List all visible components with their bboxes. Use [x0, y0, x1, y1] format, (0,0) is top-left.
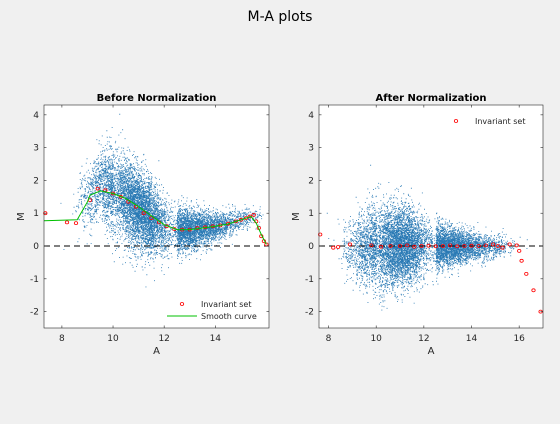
y-tick-label: 1: [308, 209, 314, 219]
invariant-point: [447, 243, 453, 248]
legend-label: Invariant set: [201, 300, 251, 309]
invariant-point: [369, 243, 374, 248]
axes-frame: [43, 104, 270, 329]
y-tick-label: 3: [308, 144, 314, 154]
invariant-point: [388, 244, 393, 248]
x-tick-label: 8: [59, 334, 65, 344]
axes-title: After Normalization: [375, 93, 486, 104]
invariant-point: [378, 244, 384, 249]
x-tick-label: 14: [466, 334, 478, 344]
scatter-cloud: [60, 113, 269, 288]
x-tick-label: 12: [158, 334, 169, 344]
invariant-point: [500, 245, 505, 250]
y-tick-label: -1: [305, 275, 314, 285]
y-tick-label: 0: [308, 242, 314, 252]
invariant-point: [238, 217, 243, 222]
y-axis-label: M: [16, 212, 27, 221]
invariant-point: [64, 220, 70, 225]
x-tick-label: 16: [513, 334, 525, 344]
x-tick-label: 12: [418, 334, 429, 344]
invariant-point: [43, 211, 48, 216]
scatter-cloud: [326, 164, 528, 311]
axes-frame: [318, 104, 544, 329]
invariant-point: [507, 242, 512, 247]
invariant-point: [455, 244, 460, 249]
invariant-point: [517, 248, 522, 253]
y-tick-label: 0: [33, 242, 39, 252]
invariant-point: [141, 211, 146, 216]
invariant-point: [440, 244, 445, 248]
smooth-curve-line: [44, 190, 267, 245]
invariant-point: [519, 258, 524, 263]
x-tick-label: 10: [107, 334, 119, 344]
invariant-point: [469, 243, 474, 248]
invariant-point: [149, 216, 154, 221]
x-tick-label: 8: [326, 334, 332, 344]
invariant-point: [347, 242, 353, 247]
y-tick-label: -2: [305, 308, 314, 318]
invariant-point: [335, 245, 341, 249]
invariant-point: [412, 244, 417, 249]
y-tick-label: 1: [33, 209, 39, 219]
invariant-point: [490, 242, 496, 247]
invariant-point: [495, 244, 500, 248]
y-tick-label: 4: [33, 111, 39, 121]
invariant-point: [426, 243, 431, 248]
legend-marker-swatch: [453, 119, 459, 123]
invariant-point: [397, 244, 403, 248]
legend-label: Invariant set: [475, 117, 525, 126]
invariant-point: [95, 186, 100, 191]
legend-marker-swatch: [179, 302, 185, 306]
y-tick-label: 4: [308, 111, 314, 121]
y-tick-label: 3: [33, 144, 39, 154]
x-tick-label: 14: [210, 334, 222, 344]
y-axis-label: M: [291, 212, 302, 221]
y-tick-label: -2: [30, 308, 39, 318]
invariant-point: [331, 245, 336, 250]
y-tick-label: -1: [30, 275, 39, 285]
invariant-point: [514, 243, 519, 248]
invariant-point: [462, 244, 467, 248]
x-axis-label: A: [153, 346, 160, 357]
invariant-point: [251, 212, 256, 217]
invariant-point: [524, 271, 529, 276]
y-tick-label: 2: [33, 176, 39, 186]
invariant-point: [264, 242, 269, 247]
figure-title: M-A plots: [247, 9, 313, 25]
legend-label: Smooth curve: [201, 312, 257, 321]
invariant-point: [419, 244, 424, 248]
x-axis-label: A: [428, 346, 435, 357]
x-tick-label: 10: [370, 334, 382, 344]
invariant-point: [476, 244, 481, 248]
y-tick-label: 2: [308, 176, 314, 186]
invariant-point: [531, 288, 536, 293]
axes-title: Before Normalization: [97, 93, 217, 104]
plot-background: [319, 105, 543, 328]
invariant-point: [73, 221, 79, 226]
invariant-point: [318, 232, 323, 237]
invariant-point: [433, 244, 438, 249]
invariant-point: [405, 243, 410, 248]
invariant-point: [483, 243, 488, 248]
